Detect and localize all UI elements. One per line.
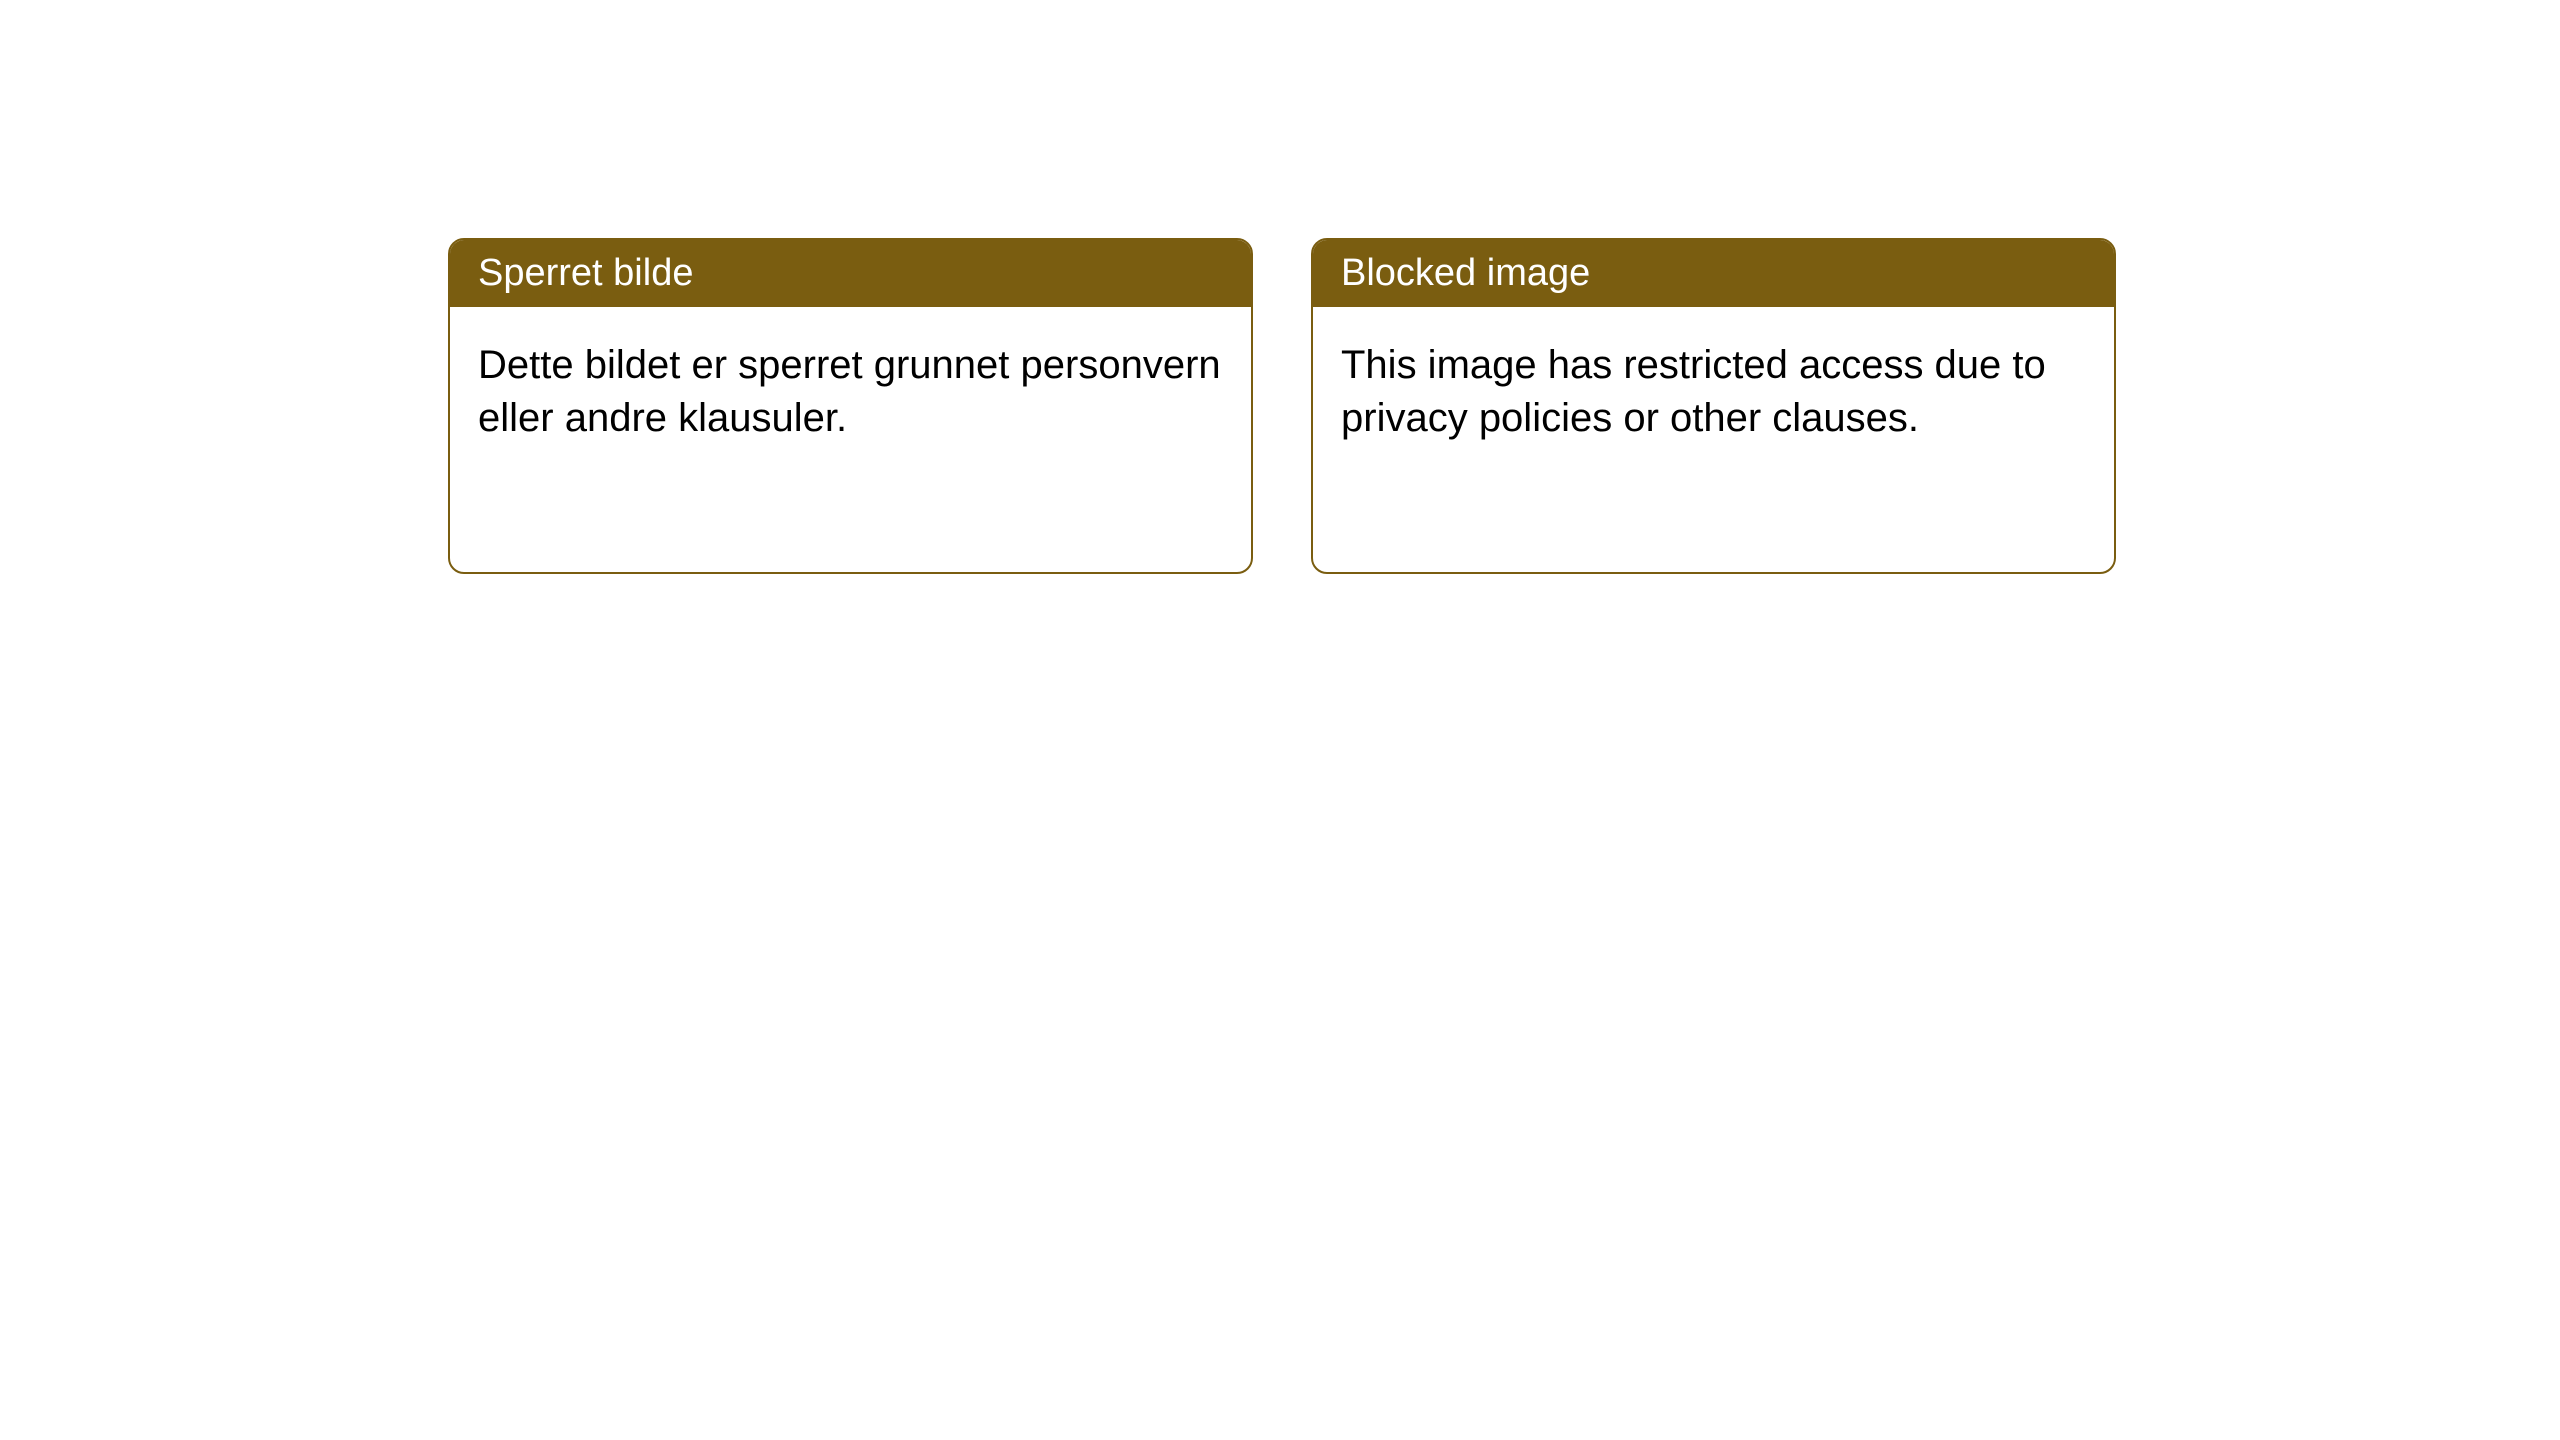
notice-header: Sperret bilde bbox=[450, 240, 1251, 307]
notice-title: Blocked image bbox=[1341, 252, 1590, 294]
notice-text: This image has restricted access due to … bbox=[1341, 343, 2046, 440]
notices-container: Sperret bilde Dette bildet er sperret gr… bbox=[448, 238, 2116, 574]
notice-title: Sperret bilde bbox=[478, 252, 693, 294]
notice-box-english: Blocked image This image has restricted … bbox=[1311, 238, 2116, 574]
notice-body: This image has restricted access due to … bbox=[1313, 307, 2114, 477]
notice-box-norwegian: Sperret bilde Dette bildet er sperret gr… bbox=[448, 238, 1253, 574]
notice-text: Dette bildet er sperret grunnet personve… bbox=[478, 343, 1221, 440]
notice-header: Blocked image bbox=[1313, 240, 2114, 307]
notice-body: Dette bildet er sperret grunnet personve… bbox=[450, 307, 1251, 477]
